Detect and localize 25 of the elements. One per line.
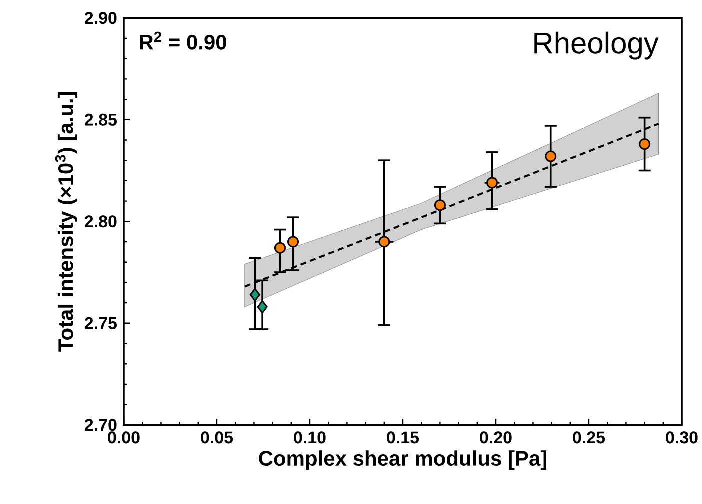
point [378,236,390,248]
point [257,300,268,314]
y-tick-label: 2.70 [84,419,117,432]
x-tick-label: 0.20 [480,432,512,444]
x-tick-label: 0.00 [108,432,140,444]
point [288,236,300,248]
annotation: R$^{2}$ = 0.90 [140,32,226,50]
y-tick-label: 2.85 [84,114,117,126]
point [486,177,498,189]
x-axis-title: Complex shear modulus [Pa] [259,450,547,470]
x-tick-label: 0.05 [201,432,234,444]
annotation: Rheology [534,32,659,60]
y-tick-label: 2.75 [84,317,117,330]
y-tick-label: 2.80 [84,216,117,228]
x-tick-label: 0.15 [387,432,420,444]
x-tick-label: 0.30 [666,432,698,444]
x-tick-label: 0.10 [294,432,326,444]
point [274,242,286,254]
y-tick-label: 2.90 [84,12,117,24]
point [639,138,651,150]
point [434,200,446,212]
point [250,288,260,302]
y-axis-title: Total intensity (×10$^{3}$) [a.u.] [55,92,78,352]
x-tick-label: 0.25 [573,432,606,444]
point [545,150,557,162]
